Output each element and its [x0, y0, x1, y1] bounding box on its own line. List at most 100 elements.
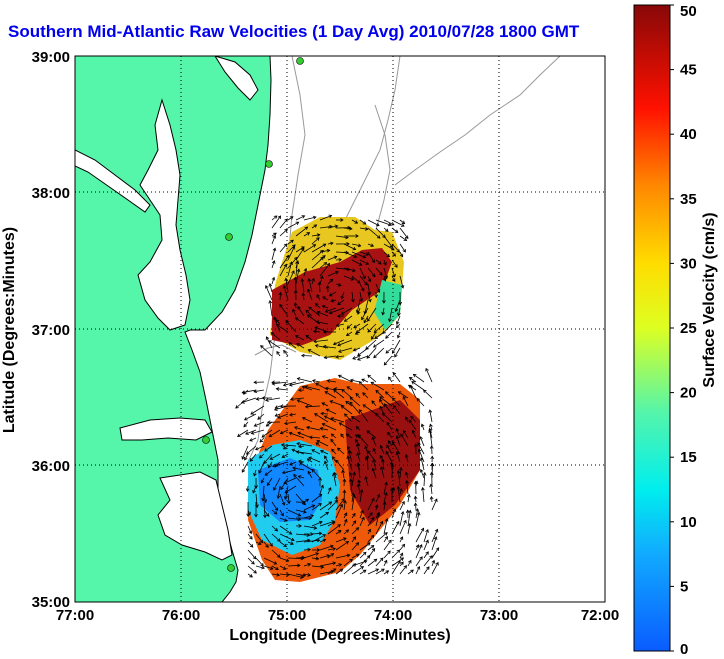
velocity-vector-head: [323, 355, 328, 360]
velocity-vector: [391, 219, 405, 227]
velocity-vector-head: [321, 305, 326, 309]
velocity-vector-head: [345, 250, 349, 255]
velocity-vector-head: [406, 493, 411, 498]
velocity-vector-head: [235, 405, 239, 409]
velocity-vector: [270, 453, 281, 460]
velocity-vector: [303, 232, 310, 237]
velocity-vector-head: [289, 216, 294, 220]
velocity-vector-head: [395, 451, 400, 455]
velocity-vector: [335, 355, 345, 358]
velocity-vector: [299, 462, 313, 471]
velocity-vector: [393, 405, 401, 415]
velocity-vector: [330, 400, 345, 407]
velocity-vector-head: [295, 221, 300, 225]
velocity-vector-head: [330, 298, 335, 303]
velocity-vector-head: [332, 456, 336, 460]
velocity-vector: [327, 500, 338, 511]
velocity-vector: [293, 474, 305, 487]
velocity-vector-head: [293, 302, 298, 306]
velocity-vector: [277, 413, 289, 419]
velocity-vector-head: [387, 550, 391, 555]
velocity-vector: [323, 346, 337, 349]
velocity-vector: [410, 416, 417, 423]
velocity-vector: [357, 355, 369, 361]
velocity-vector-head: [401, 543, 406, 548]
velocity-vector: [272, 381, 289, 385]
velocity-vector: [244, 453, 249, 461]
velocity-vector-head: [385, 450, 389, 455]
velocity-vector-head: [355, 392, 360, 397]
velocity-vector: [383, 502, 386, 511]
velocity-vector-head: [429, 555, 433, 559]
velocity-vector: [367, 219, 380, 226]
velocity-vector-head: [292, 308, 296, 313]
velocity-vector-head: [408, 559, 412, 564]
velocity-vector-head: [433, 536, 438, 540]
velocity-vector-head: [266, 420, 271, 425]
colorbar-scale: [633, 4, 671, 652]
velocity-vector: [342, 470, 345, 479]
velocity-vector: [255, 565, 265, 569]
velocity-vector-head: [250, 431, 255, 435]
velocity-vector-head: [243, 423, 248, 428]
velocity-vector: [289, 461, 297, 466]
velocity-vector: [367, 267, 376, 277]
velocity-vector-head: [339, 568, 344, 573]
velocity-vector: [275, 319, 281, 325]
velocity-vector-head: [349, 401, 353, 406]
velocity-vector-head: [318, 493, 323, 498]
velocity-vector: [346, 323, 353, 329]
velocity-vector-head: [301, 385, 306, 390]
velocity-vector: [375, 505, 378, 511]
velocity-vector: [344, 413, 353, 423]
velocity-vector: [322, 423, 337, 431]
velocity-vector: [280, 429, 289, 434]
velocity-vector: [303, 525, 317, 529]
velocity-field-north-slow: [374, 280, 402, 330]
velocity-vector-head: [320, 484, 324, 489]
velocity-vector-head: [422, 471, 427, 476]
velocity-vector-head: [258, 454, 263, 459]
velocity-vector-head: [379, 271, 383, 276]
velocity-vector-head: [398, 466, 403, 471]
velocity-vector-head: [313, 224, 318, 228]
velocity-vector: [287, 261, 293, 277]
velocity-vector-head: [281, 502, 286, 506]
velocity-vector: [337, 339, 353, 346]
velocity-vector: [399, 251, 404, 257]
velocity-vector-head: [426, 566, 430, 570]
colorbar-tick-label: 20: [680, 385, 697, 402]
velocity-vector-head: [392, 508, 397, 513]
velocity-vector-head: [311, 468, 316, 473]
velocity-vector: [398, 307, 401, 316]
velocity-vector-head: [315, 320, 320, 324]
y-tick-label: 39:00: [32, 49, 70, 66]
velocity-vector: [351, 251, 366, 258]
x-tick-label: 76:00: [162, 607, 200, 624]
velocity-vector: [429, 430, 433, 447]
velocity-vector: [327, 225, 338, 229]
velocity-vector-head: [277, 215, 282, 220]
velocity-vector-head: [266, 482, 271, 487]
velocity-vector: [359, 381, 369, 391]
velocity-vector-head: [318, 477, 322, 481]
velocity-vector-head: [397, 560, 401, 564]
velocity-vector-head: [352, 512, 356, 517]
velocity-vector-head: [272, 463, 276, 468]
velocity-vector-head: [322, 330, 327, 334]
velocity-vector-head: [291, 270, 295, 274]
velocity-vector: [359, 219, 367, 225]
velocity-vector: [351, 275, 361, 284]
velocity-vector: [397, 486, 401, 503]
velocity-vector-head: [245, 488, 250, 492]
velocity-vector: [325, 307, 337, 313]
velocity-vector-head: [374, 294, 379, 299]
velocity-vector-head: [307, 278, 312, 282]
colorbar-tick-label: 5: [680, 578, 688, 595]
velocity-vector-head: [415, 508, 420, 512]
velocity-vector: [399, 227, 409, 239]
velocity-vector-head: [405, 471, 409, 476]
velocity-vector-head: [352, 520, 357, 524]
velocity-vector-head: [260, 479, 265, 484]
velocity-vector-head: [360, 509, 364, 514]
